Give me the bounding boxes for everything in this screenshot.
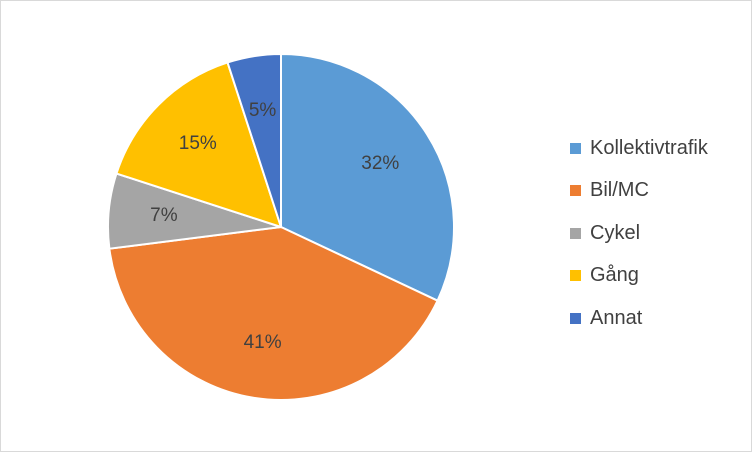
legend-item-0: Kollektivtrafik xyxy=(570,127,708,170)
legend-item-4: Annat xyxy=(570,297,708,340)
data-label-0: 32% xyxy=(361,153,399,174)
data-label-1: 41% xyxy=(244,332,282,353)
legend-item-3: Gång xyxy=(570,255,708,298)
legend-label: Gång xyxy=(590,264,639,287)
legend-label: Kollektivtrafik xyxy=(590,136,708,159)
data-label-2: 7% xyxy=(150,205,178,226)
pie-slice-0 xyxy=(280,52,455,302)
legend-item-1: Bil/MC xyxy=(570,170,708,213)
legend-swatch xyxy=(570,185,581,197)
pie-slice-1 xyxy=(108,225,439,401)
legend-swatch xyxy=(570,227,581,239)
legend-label: Annat xyxy=(590,306,643,329)
legend: Kollektivtrafik Bil/MC Cykel Gång Annat xyxy=(570,127,708,340)
legend-item-2: Cykel xyxy=(570,212,708,255)
data-label-3: 15% xyxy=(179,133,217,154)
legend-swatch xyxy=(570,142,581,154)
legend-label: Cykel xyxy=(590,221,641,244)
legend-swatch xyxy=(570,270,581,282)
pie-slice-4 xyxy=(226,52,282,228)
data-label-4: 5% xyxy=(249,100,277,121)
legend-label: Bil/MC xyxy=(590,179,649,202)
legend-swatch xyxy=(570,312,581,324)
